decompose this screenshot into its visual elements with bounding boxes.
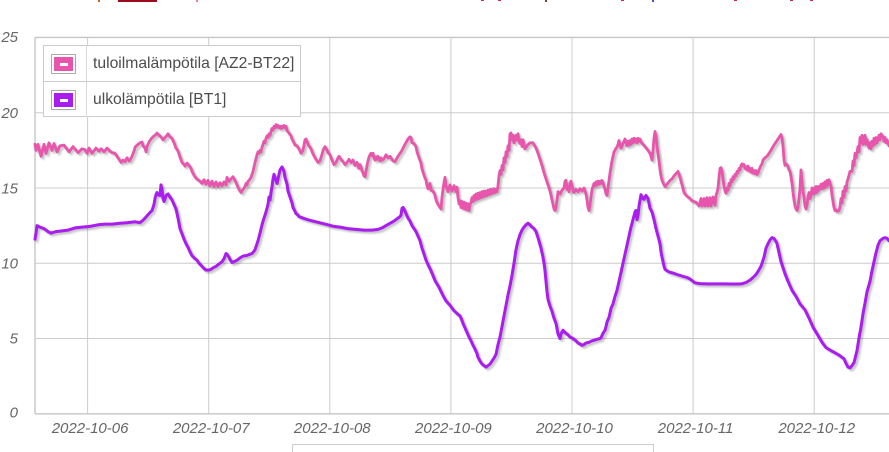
svg-text:2022-10-08: 2022-10-08: [293, 420, 371, 437]
svg-text:15: 15: [1, 180, 18, 197]
svg-text:2022-10-12: 2022-10-12: [777, 420, 855, 437]
svg-text:0: 0: [10, 404, 19, 421]
svg-text:2022-10-07: 2022-10-07: [172, 420, 250, 437]
svg-text:2022-10-10: 2022-10-10: [535, 420, 613, 437]
svg-text:10: 10: [1, 255, 18, 272]
svg-text:25: 25: [0, 29, 18, 46]
svg-text:5: 5: [10, 331, 19, 348]
svg-text:2022-10-11: 2022-10-11: [657, 420, 734, 437]
svg-text:20: 20: [0, 105, 18, 122]
svg-text:2022-10-06: 2022-10-06: [51, 420, 129, 437]
svg-text:2022-10-09: 2022-10-09: [414, 420, 492, 437]
